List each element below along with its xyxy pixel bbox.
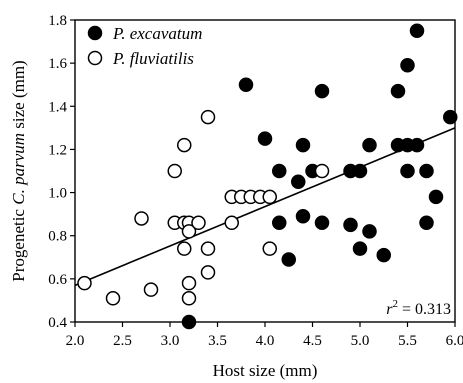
legend: P. excavatum P. fluviatilis [87,24,202,68]
x-tick-label-2: 3.0 [161,333,180,349]
y-tick-label-4: 1.2 [48,142,67,158]
point-p-excavatum-0 [181,314,197,330]
point-p-fluviatilis-2 [134,211,149,226]
y-tick-label-7: 1.8 [48,13,67,29]
legend-label-p-excavatum: P. excavatum [112,24,202,43]
regression-line [74,127,456,287]
x-tick-label-7: 5.5 [398,333,417,349]
r-squared-annotation: r2 = 0.313 [386,298,451,318]
point-p-excavatum-2 [257,131,273,146]
point-p-excavatum-4 [272,215,287,231]
x-tick-label-4: 4.0 [256,333,275,349]
x-axis: 2.0 2.5 3.0 3.5 4.0 4.5 5.0 5.5 6.0 [66,322,463,349]
point-p-fluviatilis-4 [167,163,182,179]
point-p-excavatum-5 [281,252,296,267]
y-tick-label-6: 1.6 [48,56,67,72]
point-p-excavatum-8 [295,209,311,224]
point-p-excavatum-29 [443,109,458,125]
x-axis-label: Host size (mm) [213,361,318,380]
y-tick-label-2: 0.8 [48,229,67,245]
point-p-excavatum-25 [409,137,425,153]
point-p-excavatum-24 [409,23,425,39]
point-p-excavatum-15 [352,241,368,256]
r-squared-exponent: 2 [392,298,398,310]
point-p-excavatum-27 [419,215,434,231]
point-p-fluviatilis-0 [77,275,92,291]
point-p-fluviatilis-22 [262,189,277,205]
x-tick-label-3: 3.5 [208,333,227,349]
point-p-fluviatilis-11 [181,275,197,291]
y-tick-label-5: 1.4 [48,99,67,115]
point-p-fluviatilis-13 [191,215,206,231]
y-axis: 0.4 0.6 0.8 1.0 1.2 1.4 1.6 1.8 [48,13,75,331]
point-p-fluviatilis-3 [143,282,159,297]
point-p-fluviatilis-8 [177,241,192,256]
data-points [77,23,458,330]
y-tick-label-1: 0.6 [48,272,67,288]
point-p-excavatum-7 [295,137,311,153]
y-tick-label-3: 1.0 [48,186,67,202]
point-p-excavatum-10 [314,83,330,99]
y-axis-label-prefix: Progenetic [9,205,28,282]
x-tick-label-8: 6.0 [446,333,463,349]
r-squared-value: = 0.313 [398,301,451,318]
x-tick-label-5: 4.5 [303,333,322,349]
point-p-fluviatilis-6 [177,137,192,153]
point-p-excavatum-1 [238,77,254,92]
y-axis-label: Progenetic C. parvum size (mm) [9,60,28,281]
y-axis-label-italic: C. parvum [9,133,28,205]
point-p-excavatum-18 [376,247,391,263]
legend-marker-p-fluviatilis [87,50,103,66]
point-p-fluviatilis-10 [181,224,197,239]
point-p-fluviatilis-16 [200,265,216,280]
point-p-excavatum-3 [272,163,287,179]
point-p-fluviatilis-18 [224,215,239,231]
point-p-fluviatilis-1 [105,291,121,306]
point-p-excavatum-16 [362,137,377,153]
point-p-fluviatilis-12 [181,291,197,306]
x-tick-label-6: 5.0 [351,333,370,349]
x-tick-label-0: 2.0 [66,333,85,349]
point-p-excavatum-17 [362,224,377,239]
point-p-excavatum-28 [428,189,444,205]
point-p-excavatum-23 [400,163,415,179]
point-p-fluviatilis-14 [200,109,216,125]
point-p-excavatum-26 [419,163,434,179]
legend-marker-p-excavatum [87,25,103,41]
plot-area: 2.0 2.5 3.0 3.5 4.0 4.5 5.0 5.5 6.0 0.4 0.6 0.8 1.0… [48,13,463,349]
point-p-fluviatilis-23 [262,241,277,256]
y-tick-label-0: 0.4 [48,315,67,331]
x-tick-label-1: 2.5 [113,333,132,349]
point-p-excavatum-13 [343,217,358,233]
point-p-fluviatilis-15 [200,241,216,256]
point-p-excavatum-14 [352,163,368,179]
point-p-excavatum-11 [314,215,330,231]
point-p-excavatum-6 [291,174,306,190]
legend-label-p-fluviatilis: P. fluviatilis [112,49,194,68]
y-axis-label-suffix: size (mm) [9,60,28,133]
point-p-fluviatilis-24 [314,163,330,179]
r-squared-symbol: r [386,301,393,318]
point-p-excavatum-19 [390,83,406,99]
point-p-excavatum-21 [400,58,415,73]
